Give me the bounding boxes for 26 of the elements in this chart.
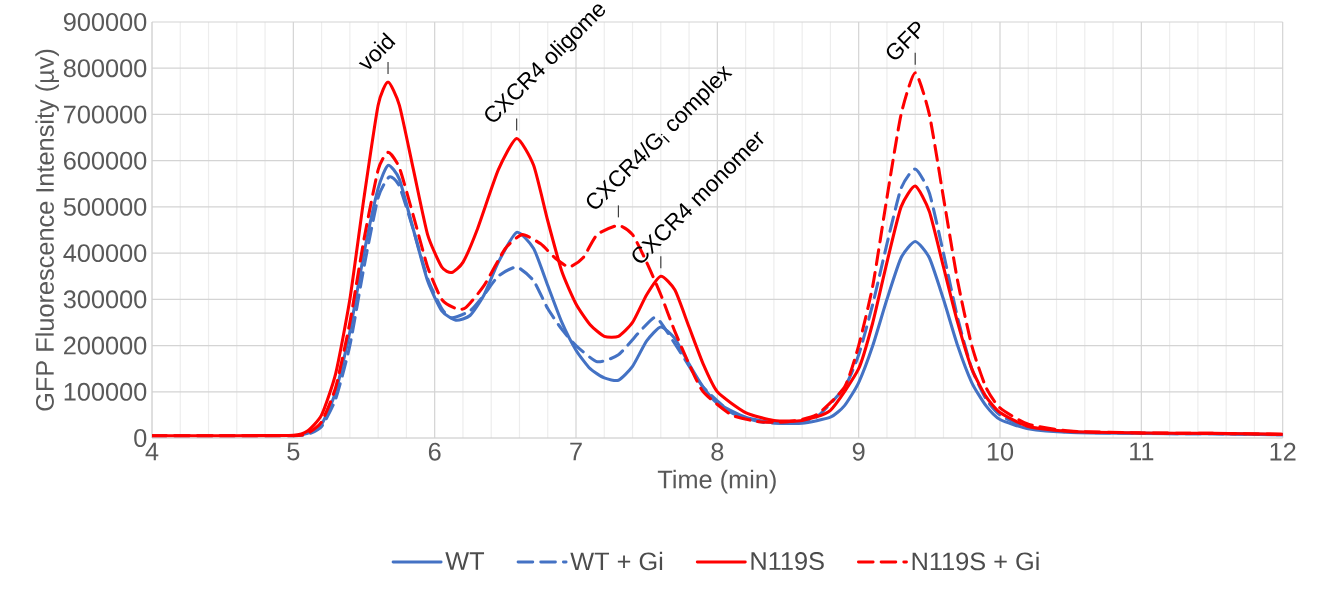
x-axis-title: Time (min)	[657, 469, 776, 494]
y-tick-label: 200000	[64, 336, 147, 355]
x-tick-label: 7	[570, 442, 582, 461]
x-tick-label: 12	[1270, 442, 1296, 461]
annotation: void	[358, 32, 396, 69]
y-tick-label: 0	[134, 429, 147, 447]
y-tick-label: 500000	[63, 197, 147, 216]
x-tick-label: 5	[287, 442, 300, 461]
x-tick-label: 4	[145, 442, 159, 461]
legend-label: WT	[445, 552, 485, 570]
x-tick-label: 11	[1130, 442, 1154, 461]
x-tick-label: 9	[852, 442, 865, 461]
y-tick-label: 300000	[63, 290, 147, 309]
y-tick-label: 900000	[63, 13, 147, 31]
y-axis-title: GFP Fluorescence Intensity (µv)	[35, 49, 59, 411]
legend-label: N119S + Gi	[912, 551, 1039, 571]
legend-label: WT + Gi	[570, 551, 663, 571]
legend-label: N119S	[751, 552, 824, 571]
y-tick-label: 400000	[63, 244, 147, 263]
x-tick-label: 10	[987, 442, 1014, 461]
y-tick-label: 700000	[64, 105, 147, 124]
y-tick-label: 600000	[64, 151, 147, 170]
x-tick-label: 8	[711, 442, 724, 461]
y-tick-label: 800000	[63, 59, 147, 78]
y-tick-label: 100000	[64, 382, 147, 401]
x-tick-label: 6	[428, 442, 441, 461]
